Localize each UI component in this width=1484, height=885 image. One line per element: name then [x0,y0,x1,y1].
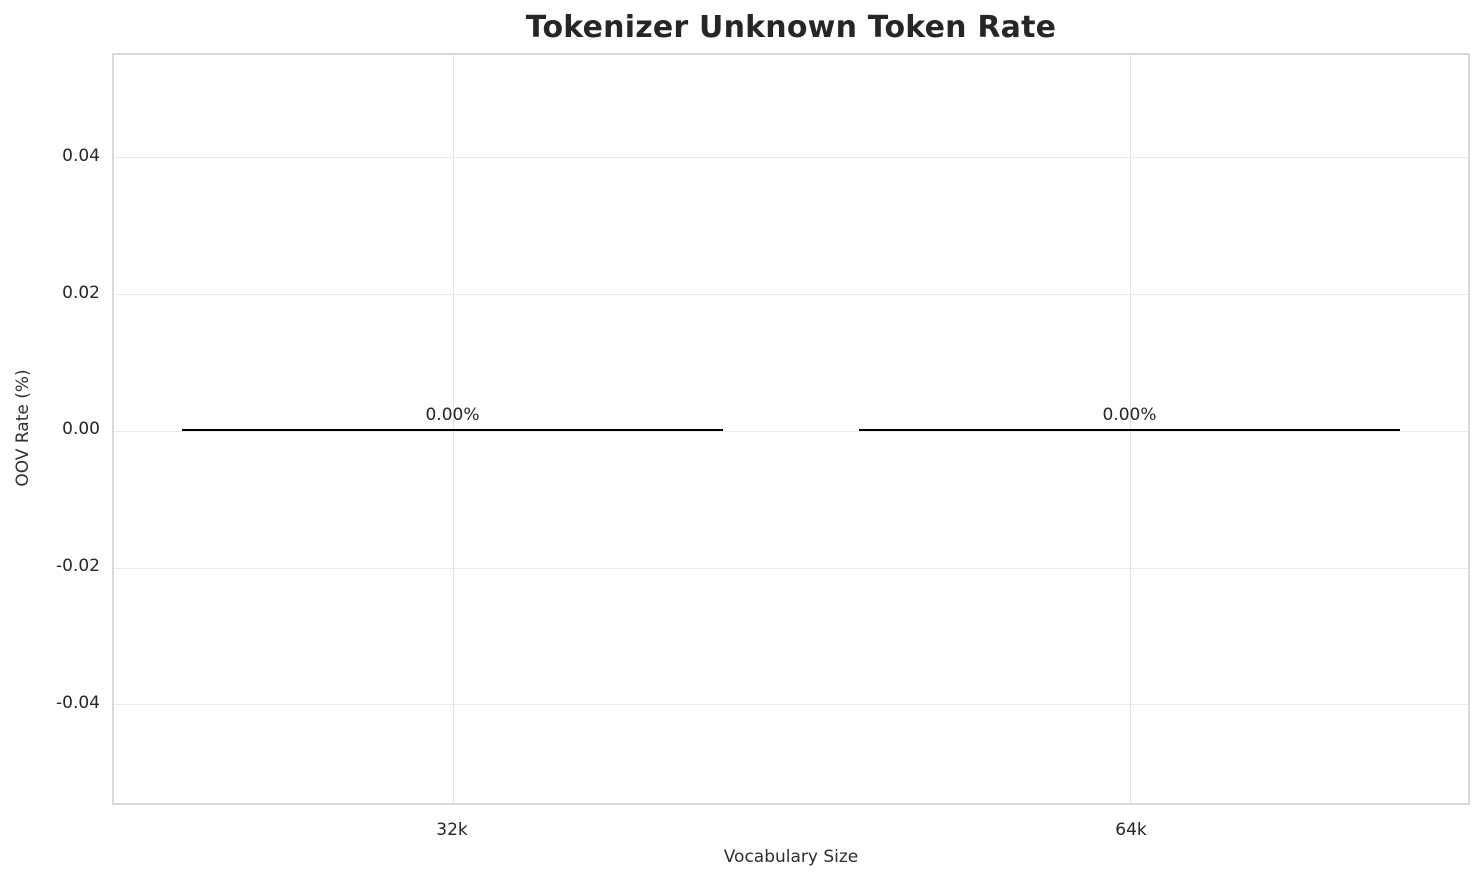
gridline-y--0.04 [114,704,1468,705]
plot-area: 0.00% 0.00% [112,53,1470,805]
y-tick-label--0.04: -0.04 [56,693,100,713]
y-tick-label-0.00: 0.00 [62,419,100,439]
bar-value-label-32k: 0.00% [425,405,480,425]
y-tick-label-0.04: 0.04 [62,146,100,166]
chart-title: Tokenizer Unknown Token Rate [525,10,1057,45]
bar-64k [858,429,1401,431]
gridline-y-0.02 [114,294,1468,295]
y-tick-label-0.02: 0.02 [62,283,100,303]
bar-value-label-64k: 0.00% [1102,405,1157,425]
y-axis-label: OOV Rate (%) [13,369,33,487]
y-tick-label--0.02: -0.02 [56,556,100,576]
x-axis-label: Vocabulary Size [723,847,859,867]
x-tick-label-32k: 32k [436,820,468,840]
bar-32k [181,429,724,431]
gridline-y-0.00 [114,431,1468,432]
x-tick-label-64k: 64k [1115,820,1147,840]
gridline-y-0.04 [114,157,1468,158]
gridline-y--0.02 [114,568,1468,569]
